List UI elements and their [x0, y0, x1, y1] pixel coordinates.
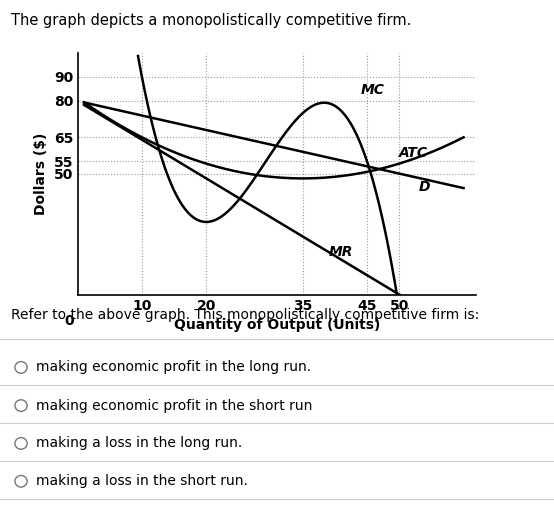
- Text: 0: 0: [65, 314, 74, 328]
- Text: making a loss in the short run.: making a loss in the short run.: [36, 474, 248, 488]
- Text: making economic profit in the long run.: making economic profit in the long run.: [36, 360, 311, 375]
- Y-axis label: Dollars ($): Dollars ($): [34, 133, 48, 215]
- Text: making economic profit in the short run: making economic profit in the short run: [36, 399, 312, 412]
- Text: ATC: ATC: [399, 146, 428, 160]
- Text: Refer to the above graph. This monopolistically competitive firm is:: Refer to the above graph. This monopolis…: [11, 308, 479, 322]
- Text: D: D: [418, 179, 430, 194]
- X-axis label: Quantity of Output (Units): Quantity of Output (Units): [174, 318, 380, 332]
- Text: The graph depicts a monopolistically competitive firm.: The graph depicts a monopolistically com…: [11, 13, 412, 28]
- Text: making a loss in the long run.: making a loss in the long run.: [36, 437, 242, 450]
- Text: MC: MC: [361, 83, 384, 97]
- Text: MR: MR: [329, 245, 353, 259]
